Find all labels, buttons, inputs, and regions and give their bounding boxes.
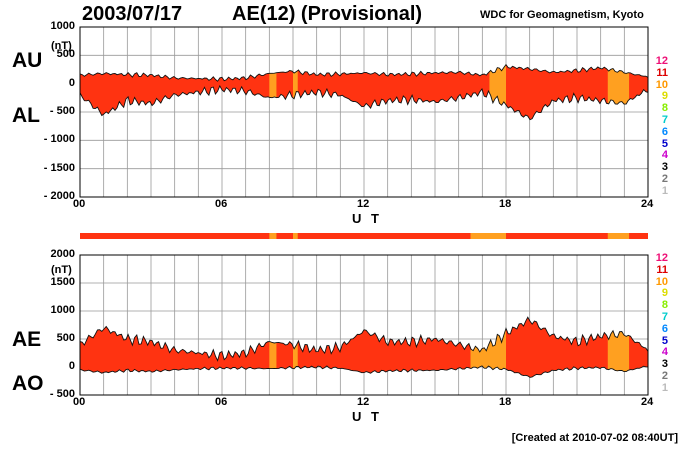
orange-interval: [293, 64, 298, 120]
x-tick-label: 24: [641, 198, 654, 210]
x-tick-label: 12: [357, 396, 370, 408]
orange-interval: [470, 317, 506, 378]
legend-level: 12: [655, 55, 668, 67]
ao-label: AO: [12, 372, 44, 395]
legend-level: 11: [656, 66, 668, 79]
orange-interval: [293, 317, 298, 378]
status-bar: [80, 233, 648, 239]
x-tick-label: 00: [73, 198, 86, 210]
x-tick-label: 06: [215, 198, 228, 210]
legend-level: 7: [661, 311, 668, 323]
y-tick-label: - 1500: [43, 161, 75, 174]
legend-level: 4: [661, 346, 668, 359]
au-al-frame: [79, 26, 649, 198]
legend-level: 4: [661, 149, 668, 162]
legend-level: 10: [655, 78, 668, 91]
ae-label: AE: [12, 328, 42, 351]
au-label: AU: [12, 49, 43, 72]
created-timestamp: [Created at 2010-07-02 08:40UT]: [511, 432, 678, 444]
orange-interval: [607, 317, 630, 378]
legend-level: 1: [661, 184, 668, 197]
legend-level: 9: [661, 287, 668, 300]
au-al-lower-line: [79, 84, 649, 121]
status-bar-segment: [470, 233, 506, 239]
top-unit-label: (nT): [51, 40, 72, 52]
status-bar-segment: [269, 233, 277, 239]
legend-level: 11: [656, 263, 668, 276]
y-tick-label: 500: [56, 332, 75, 344]
legend-level: 2: [661, 173, 668, 185]
orange-interval: [269, 317, 277, 378]
legend-level: 7: [661, 114, 668, 126]
status-bar-segment: [607, 233, 630, 239]
legend-level: 9: [661, 90, 668, 103]
y-tick-label: - 500: [49, 388, 75, 400]
ae-ao-frame: [79, 254, 649, 396]
legend-level: 10: [655, 275, 668, 288]
legend-level: 3: [661, 358, 668, 371]
y-tick-label: 0: [68, 76, 75, 89]
au-al-upper-line: [79, 63, 649, 82]
x-tick-label: 00: [73, 396, 86, 408]
y-tick-label: 2000: [50, 248, 75, 260]
x-tick-label: 18: [499, 396, 512, 408]
legend-level: 6: [661, 125, 668, 138]
plot-date: 2003/07/17: [82, 3, 183, 25]
x-tick-label: 18: [499, 198, 512, 210]
legend-level: 1: [661, 381, 668, 394]
y-tick-label: 1000: [50, 304, 75, 316]
legend-level: 5: [661, 137, 668, 150]
x-tick-label: 06: [215, 396, 228, 408]
al-label: AL: [12, 104, 40, 127]
y-tick-label: - 2000: [43, 190, 75, 202]
orange-interval: [269, 64, 277, 120]
legend-level: 3: [661, 161, 668, 174]
bottom-unit-label: (nT): [51, 264, 72, 276]
bottom-x-axis-label: U T: [352, 409, 382, 424]
legend-level: 6: [661, 322, 668, 335]
legend-level: 5: [661, 334, 668, 347]
top-x-axis-label: U T: [352, 211, 382, 226]
y-tick-label: 1000: [50, 20, 75, 32]
ae-ao-lower-line: [79, 365, 649, 378]
plot-title: AE(12) (Provisional): [232, 3, 423, 25]
y-tick-label: 1500: [50, 276, 75, 288]
status-bar-segment: [293, 233, 298, 239]
legend-level: 2: [661, 370, 668, 382]
organization-label: WDC for Geomagnetism, Kyoto: [480, 9, 644, 21]
legend-level: 12: [655, 252, 668, 264]
x-tick-label: 24: [641, 396, 654, 408]
legend-level: 8: [661, 299, 668, 312]
y-tick-label: - 500: [49, 105, 75, 117]
ae-ao-upper-line: [79, 316, 649, 362]
legend-level: 8: [661, 102, 668, 115]
y-tick-label: 0: [68, 360, 75, 372]
x-tick-label: 12: [357, 198, 370, 210]
y-tick-label: 500: [56, 48, 75, 61]
y-tick-label: - 1000: [43, 133, 75, 146]
